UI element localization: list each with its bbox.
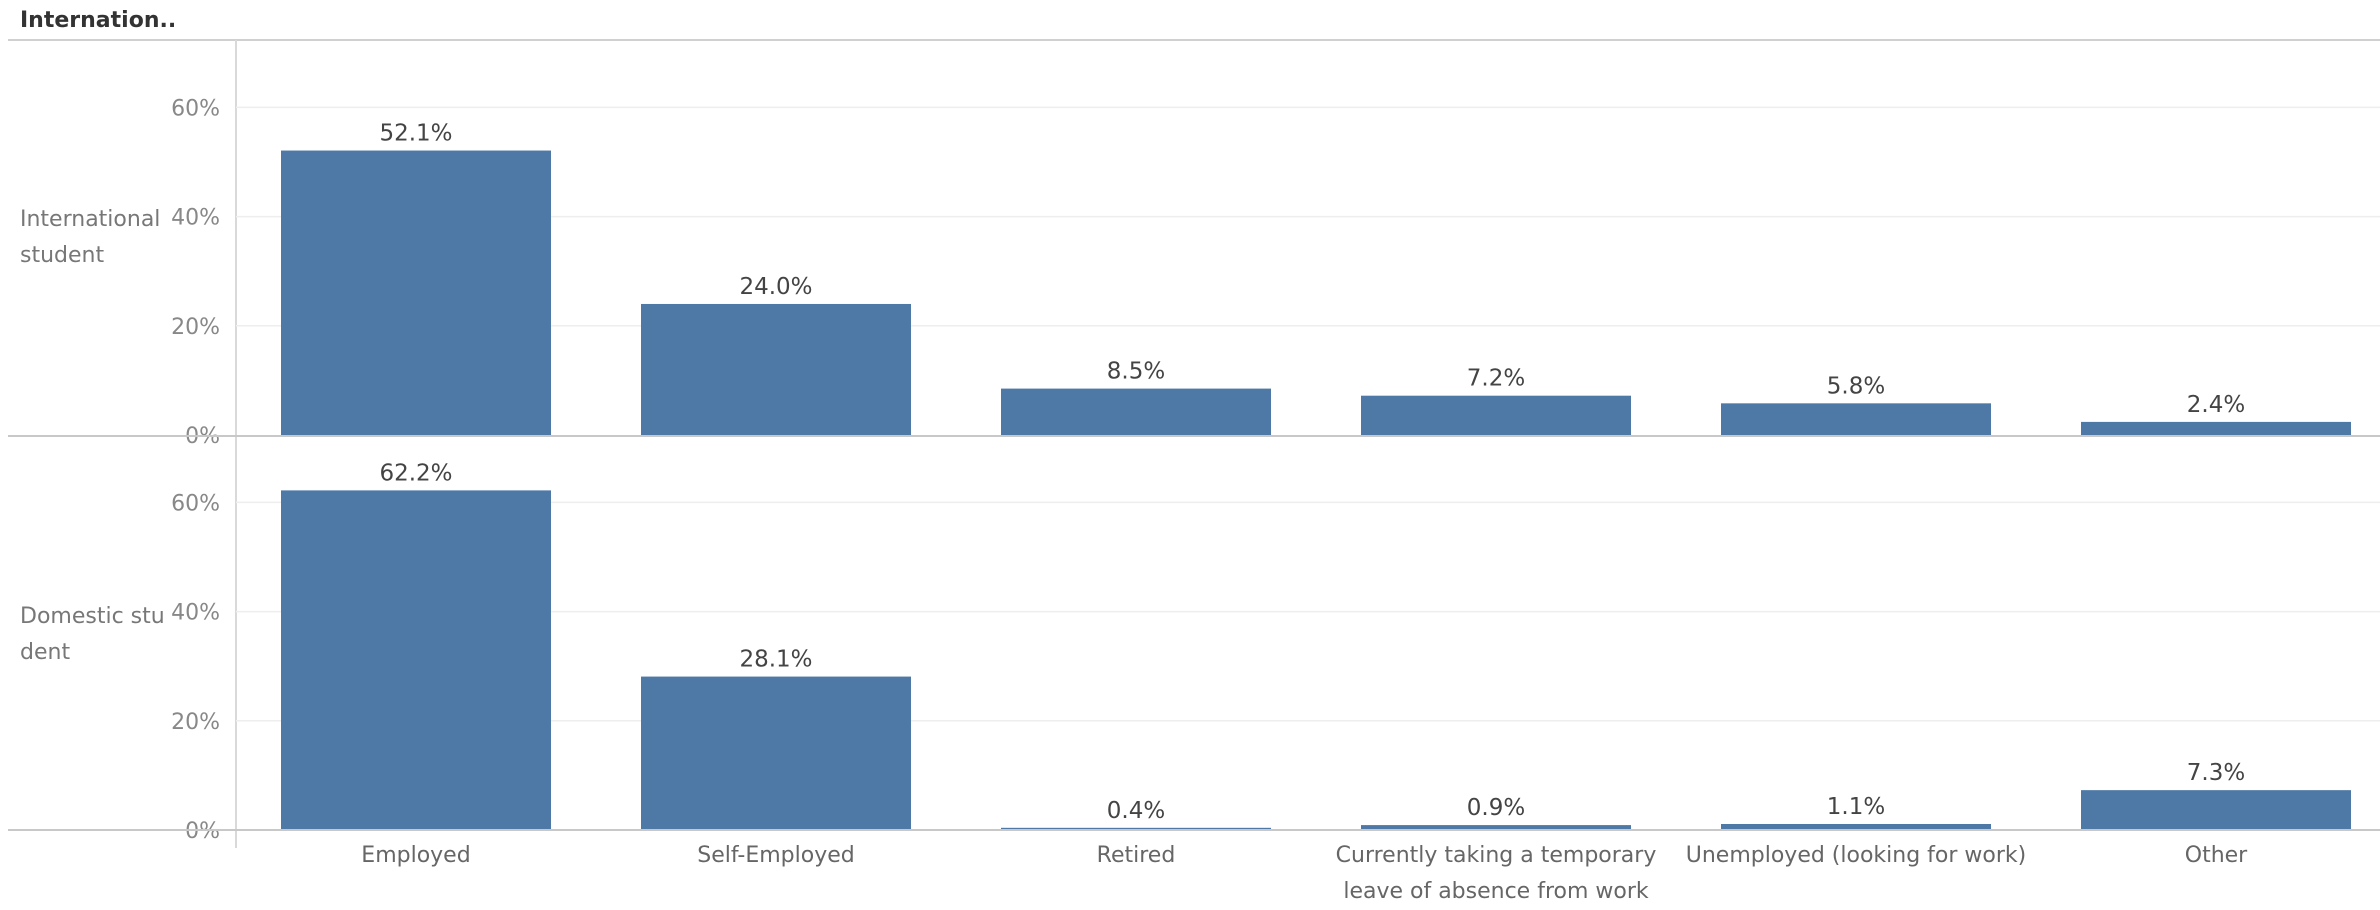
x-category-label: Other xyxy=(2184,843,2248,868)
y-tick-label: 40% xyxy=(171,601,220,626)
bar xyxy=(1001,388,1271,435)
bar xyxy=(281,490,551,830)
bar xyxy=(641,676,911,830)
data-label: 7.3% xyxy=(2187,760,2245,786)
bar xyxy=(1001,827,1271,830)
bar xyxy=(1361,395,1631,435)
row-label: International student xyxy=(20,207,161,268)
bar xyxy=(2081,421,2351,435)
x-category-label: Unemployed (looking for work) xyxy=(1685,843,2027,868)
data-label: 52.1% xyxy=(379,121,452,147)
data-label: 1.1% xyxy=(1827,794,1885,820)
y-tick-label: 60% xyxy=(171,491,220,516)
x-category-label: Self-Employed xyxy=(697,843,855,868)
data-label: 7.2% xyxy=(1467,366,1525,392)
x-category-label: Employed xyxy=(361,843,471,868)
y-tick-label: 40% xyxy=(171,206,220,231)
data-label: 0.9% xyxy=(1467,795,1525,821)
data-label: 28.1% xyxy=(739,647,812,673)
bar xyxy=(2081,790,2351,830)
data-label: 0.4% xyxy=(1107,798,1165,824)
bar xyxy=(641,303,911,435)
bar xyxy=(1361,825,1631,830)
x-category-label: Currently taking a temporary leave of ab… xyxy=(1335,843,1657,904)
x-category-label: Retired xyxy=(1096,843,1176,868)
data-label: 8.5% xyxy=(1107,359,1165,385)
data-label: 62.2% xyxy=(379,460,452,486)
bar xyxy=(1721,403,1991,435)
row-label: Domestic student xyxy=(20,604,165,665)
page-title: Internation.. xyxy=(20,8,177,33)
y-tick-label: 0% xyxy=(185,819,220,844)
data-label: 24.0% xyxy=(739,274,812,300)
y-tick-label: 20% xyxy=(171,710,220,735)
data-label: 2.4% xyxy=(2187,392,2245,418)
bar xyxy=(1721,823,1991,830)
y-tick-label: 20% xyxy=(171,315,220,340)
bar xyxy=(281,150,551,435)
data-label: 5.8% xyxy=(1827,373,1885,399)
y-tick-label: 60% xyxy=(171,96,220,121)
